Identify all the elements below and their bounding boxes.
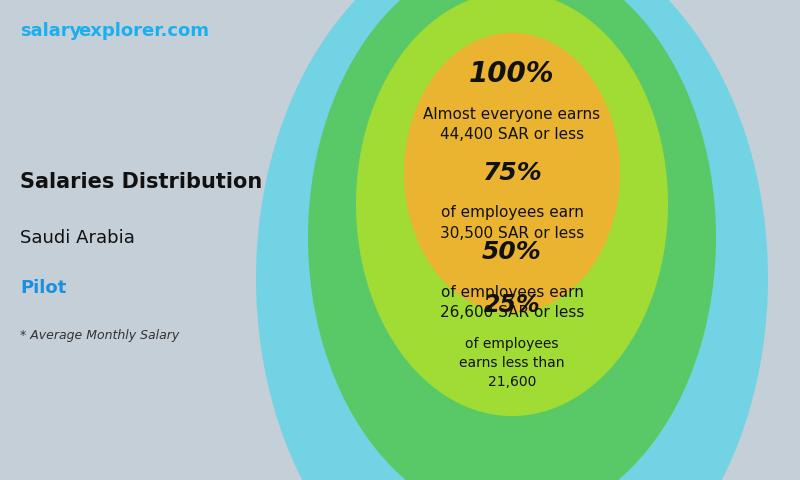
Ellipse shape	[356, 0, 668, 416]
Text: Almost everyone earns
44,400 SAR or less: Almost everyone earns 44,400 SAR or less	[423, 107, 601, 143]
Text: Pilot: Pilot	[20, 279, 66, 297]
Ellipse shape	[308, 0, 716, 480]
Text: * Average Monthly Salary: * Average Monthly Salary	[20, 329, 179, 343]
Text: Salaries Distribution: Salaries Distribution	[20, 172, 262, 192]
Text: of employees
earns less than
21,600: of employees earns less than 21,600	[459, 337, 565, 389]
Text: of employees earn
26,600 SAR or less: of employees earn 26,600 SAR or less	[440, 285, 584, 320]
Text: 100%: 100%	[470, 60, 554, 88]
Text: explorer.com: explorer.com	[78, 22, 210, 40]
Ellipse shape	[404, 33, 620, 313]
Text: 25%: 25%	[484, 293, 540, 317]
Text: of employees earn
30,500 SAR or less: of employees earn 30,500 SAR or less	[440, 205, 584, 241]
Text: 50%: 50%	[482, 240, 542, 264]
Text: Saudi Arabia: Saudi Arabia	[20, 228, 135, 247]
Text: 75%: 75%	[482, 161, 542, 185]
Text: salary: salary	[20, 22, 82, 40]
Ellipse shape	[256, 0, 768, 480]
